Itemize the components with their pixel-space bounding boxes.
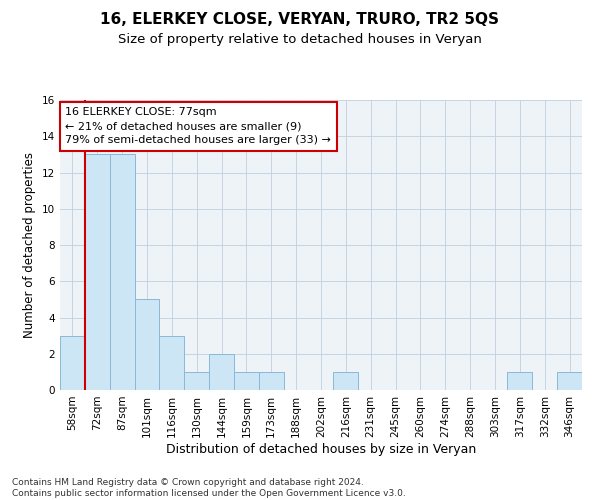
Bar [209, 354, 234, 390]
Bar [85, 154, 110, 390]
Bar [334, 372, 358, 390]
Text: Contains HM Land Registry data © Crown copyright and database right 2024.
Contai: Contains HM Land Registry data © Crown c… [12, 478, 406, 498]
Text: Distribution of detached houses by size in Veryan: Distribution of detached houses by size … [166, 442, 476, 456]
Bar [557, 372, 582, 390]
Bar [110, 154, 134, 390]
Text: 16 ELERKEY CLOSE: 77sqm
← 21% of detached houses are smaller (9)
79% of semi-det: 16 ELERKEY CLOSE: 77sqm ← 21% of detache… [65, 108, 331, 146]
Text: Size of property relative to detached houses in Veryan: Size of property relative to detached ho… [118, 32, 482, 46]
Bar [134, 300, 160, 390]
Bar [184, 372, 209, 390]
Y-axis label: Number of detached properties: Number of detached properties [23, 152, 37, 338]
Bar [160, 336, 184, 390]
Bar [508, 372, 532, 390]
Bar [234, 372, 259, 390]
Bar [259, 372, 284, 390]
Text: 16, ELERKEY CLOSE, VERYAN, TRURO, TR2 5QS: 16, ELERKEY CLOSE, VERYAN, TRURO, TR2 5Q… [101, 12, 499, 28]
Bar [60, 336, 85, 390]
